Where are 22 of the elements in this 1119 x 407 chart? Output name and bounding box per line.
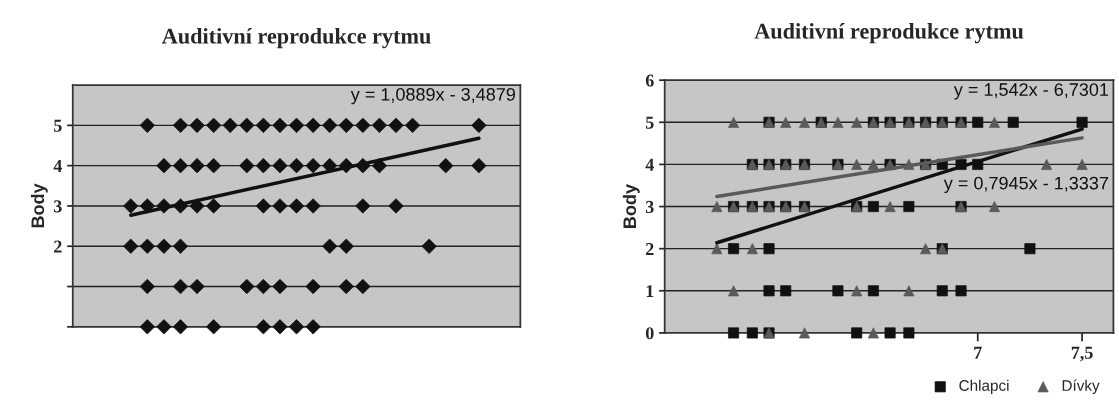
y-tick-label: 4 <box>645 158 654 171</box>
y-tick-label: 3 <box>645 200 654 213</box>
annotation: y = 1,0889x - 3,4879 <box>350 87 516 105</box>
chart-title: Auditivní reprodukce rytmu <box>754 23 1024 44</box>
x-tick-label: 7,5 <box>1071 346 1093 362</box>
y-axis-title: Body <box>622 184 640 228</box>
y-tick-label: 3 <box>53 200 62 213</box>
y-tick-label: 4 <box>53 160 62 172</box>
chart-title: Auditivní reprodukce rytmu <box>161 27 431 49</box>
legend-label: Chlapci <box>959 379 1009 394</box>
y-axis-title: Body <box>30 183 48 228</box>
y-tick-label: 5 <box>54 119 62 132</box>
legend-label: Dívky <box>1062 379 1100 394</box>
y-tick-label: 6 <box>645 74 654 87</box>
y-tick-label: 2 <box>646 242 654 255</box>
y-tick-label: 1 <box>646 285 654 298</box>
x-tick-label: 7 <box>974 346 982 359</box>
annotation: y = 0,7945x - 1,3337 <box>943 176 1109 194</box>
y-tick-label: 2 <box>54 240 62 253</box>
y-tick-label: 0 <box>645 327 654 340</box>
annotation: y = 1,542x - 6,7301 <box>953 83 1109 100</box>
y-tick-label: 5 <box>645 116 654 129</box>
